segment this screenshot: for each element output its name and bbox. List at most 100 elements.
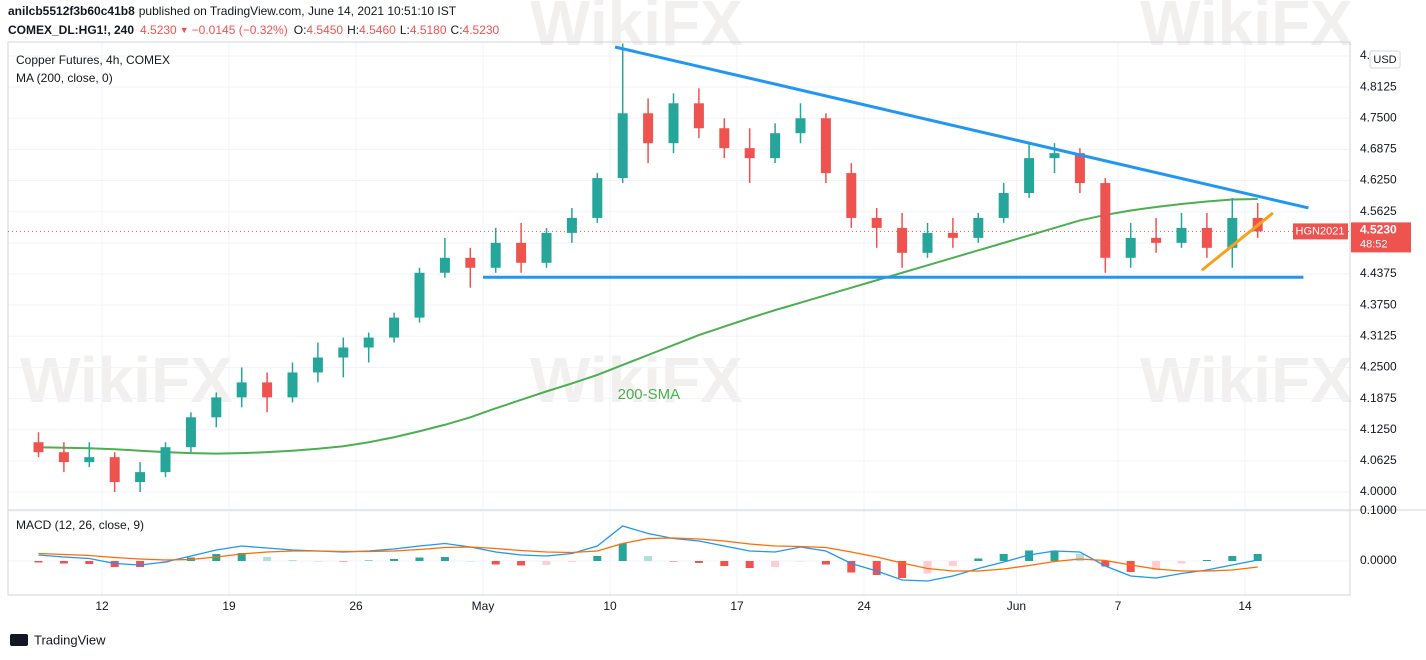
ohlc-key: C: [451,23,463,37]
candle-body [287,372,298,398]
candle-body [998,193,1009,218]
candle-body [135,472,146,483]
candle-body [668,103,679,144]
ma-legend: MA (200, close, 0) [16,71,113,85]
macd-histogram-bar [466,561,475,562]
macd-histogram-bar [263,557,272,561]
candle-body [58,452,69,463]
macd-histogram-bar [974,558,983,561]
watermark: WikiFX [1140,0,1353,59]
macd-histogram-bar [491,561,500,565]
macd-histogram-bar [948,561,957,566]
y-tick-label: 4.3125 [1360,328,1397,342]
candle-body [770,133,781,159]
candle-body [109,457,120,483]
y-tick-label: 4.1250 [1360,422,1397,436]
y-tick-label: 4.0625 [1360,453,1397,467]
x-tick-label: 12 [95,599,109,613]
macd-histogram-bar [288,560,297,561]
candle-body [871,217,882,228]
y-tick-label: 0.0000 [1360,553,1397,567]
candle-body [1227,217,1238,248]
candle-body [820,118,831,174]
candle-body [897,227,908,253]
macd-histogram-bar [999,554,1008,561]
candle-body [947,232,958,238]
macd-histogram-bar [898,561,907,578]
macd-histogram-bar [669,561,678,562]
plot: 200-SMA [8,43,1350,582]
macd-histogram-bar [1025,550,1034,561]
symbol-box [1293,223,1348,240]
candle-body [84,457,95,463]
macd-histogram-bar [1050,550,1059,561]
candle-body [922,232,933,253]
y-tick-label: 4.0000 [1360,484,1397,498]
x-tick-label: 10 [603,599,617,613]
macd-histogram-bar [745,561,754,568]
candle-body [693,103,704,129]
currency: USD [1373,54,1396,66]
x-tick-label: 26 [349,599,363,613]
published: published on TradingView.com, June 14, 2… [139,4,457,18]
y-tick-label: 4.1875 [1360,391,1397,405]
last-price-label: 4.5230 [1360,223,1397,237]
footer-logo [10,634,28,646]
macd-histogram-bar [694,561,703,563]
macd-histogram-bar [1177,561,1186,564]
candle-body [744,148,755,159]
candle-body [33,442,44,453]
pane-border [7,41,1351,596]
chart-title: Copper Futures, 4h, COMEX [16,53,170,67]
macd-histogram-bar [771,561,780,567]
arrow: ▼ [180,25,189,35]
macd-histogram-bar [593,556,602,561]
macd-histogram-bar [618,543,627,561]
trend-line [614,45,1309,210]
ohlc-key: L: [400,23,410,37]
publish-line: anilcb5512f3b60c41b8 published on Trading… [8,4,457,18]
ma-line [38,197,1258,455]
macd-histogram-bar [542,561,551,565]
candle-body [1074,153,1085,184]
macd-histogram-bar [1253,554,1262,561]
watermark: WikiFX [1140,344,1353,416]
candle-body [389,317,400,338]
macd-histogram-bar [1202,560,1211,561]
candle-body [160,447,171,473]
trend-line [1200,211,1274,272]
macd-histogram-bar [1075,554,1084,561]
macd-histogram-bar [313,561,322,562]
candle-body [973,217,984,238]
ma-annotation: 200-SMA [618,386,681,403]
macd-histogram-bar [821,561,830,565]
watermark: WikiFX [530,344,743,416]
change: −0.0145 (−0.32%) [192,23,288,37]
candle-body [592,178,603,218]
ohlc-key: H: [347,23,359,37]
x-tick-label: 17 [730,599,744,613]
y-tick-label: 4.5625 [1360,204,1397,218]
macd-histogram-bar [1228,556,1237,561]
macd-histogram-bar [720,561,729,566]
y-tick-label: 0.1000 [1360,503,1397,517]
grid [8,42,1350,595]
macd-histogram-bar [85,561,94,564]
macd-histogram-bar [923,561,932,574]
candle-body [211,397,222,418]
macd-histogram-bar [1152,561,1161,570]
x-tick-label: 14 [1238,599,1252,613]
macd-histogram-bar [136,561,145,567]
countdown: 48:52 [1360,238,1388,250]
candle-body [1201,227,1212,248]
x-tick-label: 19 [222,599,236,613]
ohlc-value: 4.5180 [410,23,447,37]
candle-body [643,113,654,144]
y-tick-label: 4.2500 [1360,360,1397,374]
candle-body [414,272,425,318]
macd-histogram-bar [237,553,246,561]
candle-body [312,357,323,373]
candle-body [516,242,527,263]
